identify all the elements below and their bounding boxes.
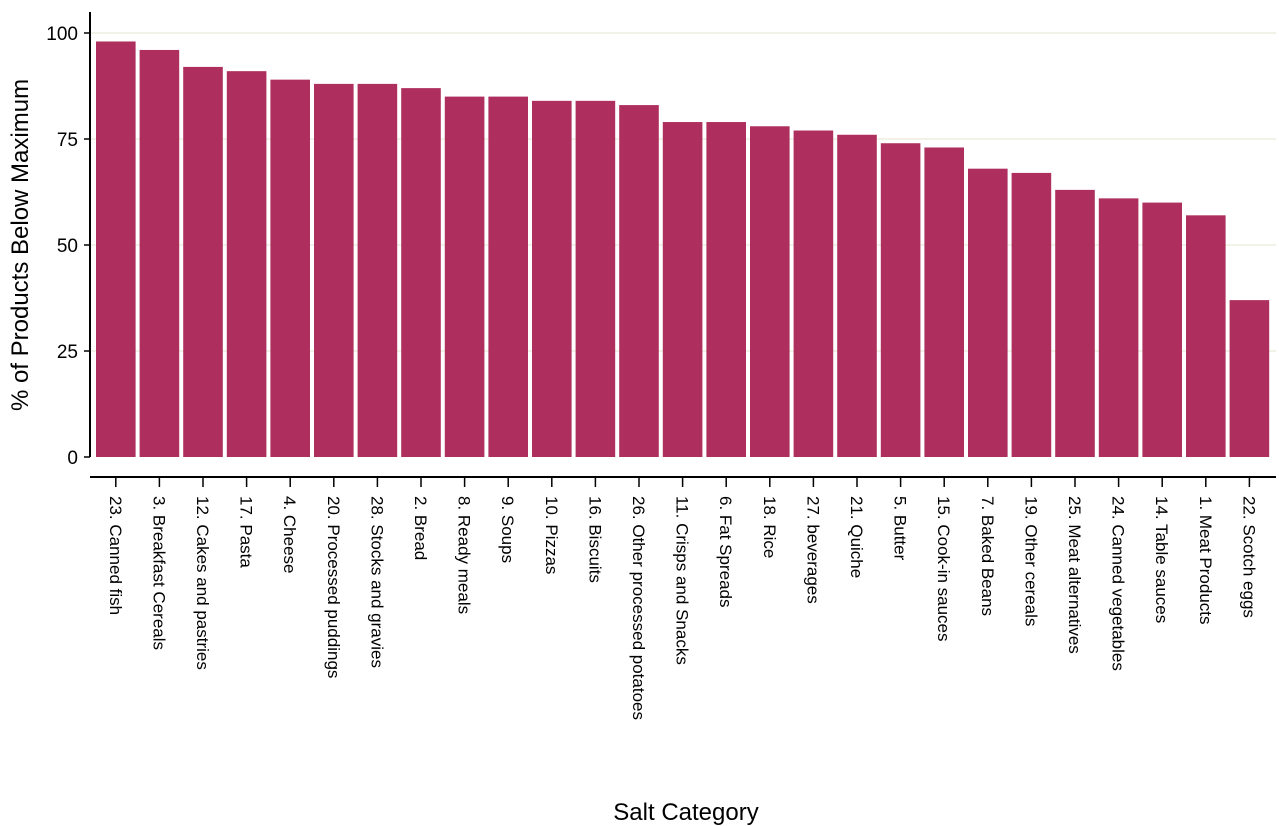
bar	[1098, 198, 1139, 458]
bar	[139, 49, 180, 458]
x-tick-label: 20. Processed puddings	[324, 496, 343, 678]
bar	[793, 130, 834, 457]
x-tick-label: 21. Quiche	[847, 496, 866, 578]
bar	[750, 126, 790, 457]
bar	[226, 71, 267, 457]
bar	[401, 88, 441, 458]
x-tick-label: 7. Baked Beans	[978, 496, 997, 616]
bar	[880, 143, 921, 458]
x-tick-label: 19. Other cereals	[1021, 496, 1040, 626]
y-axis-ticks: 0 25 50 75 100	[46, 24, 90, 469]
y-tick-label: 100	[46, 24, 78, 45]
y-tick-label: 25	[57, 342, 78, 363]
x-tick-label: 17. Pasta	[237, 496, 256, 568]
x-tick-label: 26. Other processed potatoes	[629, 496, 648, 720]
bar	[575, 100, 616, 457]
x-tick-label: 15. Cook-in sauces	[934, 496, 953, 642]
x-tick-label: 10. Pizzas	[542, 496, 561, 574]
x-tick-label: 16. Biscuits	[585, 496, 604, 583]
bar	[444, 96, 485, 457]
y-tick-label: 50	[57, 236, 78, 257]
x-tick-label: 6. Fat Spreads	[716, 496, 735, 608]
x-tick-label: 1. Meat Products	[1196, 496, 1215, 625]
bar	[532, 100, 572, 457]
bar	[1142, 202, 1182, 457]
bar	[488, 96, 528, 457]
x-axis-ticks: 23. Canned fish 3. Breakfast Cereals 12. C…	[106, 477, 1258, 720]
x-tick-label: 22. Scotch eggs	[1239, 496, 1258, 618]
x-tick-label: 25. Meat alternatives	[1065, 496, 1084, 654]
x-tick-label: 4. Cheese	[280, 496, 299, 574]
bar	[270, 79, 310, 457]
x-tick-label: 5. Butter	[891, 496, 910, 561]
bar	[706, 122, 746, 457]
y-tick-label: 0	[67, 448, 78, 469]
bar	[1055, 189, 1095, 457]
x-tick-label: 28. Stocks and gravies	[367, 496, 386, 668]
bar	[968, 168, 1008, 457]
x-tick-label: 9. Soups	[498, 496, 517, 563]
bar	[314, 83, 354, 457]
x-tick-label: 24. Canned vegetables	[1109, 496, 1128, 671]
x-tick-label: 14. Table sauces	[1152, 496, 1171, 623]
bar	[1011, 172, 1052, 458]
bar	[619, 105, 659, 457]
x-tick-label: 18. Rice	[760, 496, 779, 558]
bar	[96, 41, 136, 457]
bar	[1186, 215, 1226, 457]
x-tick-label: 2. Bread	[411, 496, 430, 560]
bar	[924, 147, 964, 458]
y-tick-label: 75	[57, 130, 78, 151]
bar	[357, 83, 398, 457]
bars	[96, 41, 1270, 458]
bar	[837, 134, 877, 457]
x-tick-label: 23. Canned fish	[106, 496, 125, 615]
x-tick-label: 12. Cakes and pastries	[193, 496, 212, 670]
x-tick-label: 11. Crisps and Snacks	[673, 496, 692, 665]
x-tick-label: 3. Breakfast Cereals	[149, 496, 168, 650]
x-axis-title: Salt Category	[613, 799, 758, 826]
x-tick-label: 27. beverages	[803, 496, 822, 604]
bar	[662, 122, 703, 457]
bar	[1229, 300, 1270, 457]
bar	[183, 66, 223, 458]
x-tick-label: 8. Ready meals	[455, 496, 474, 614]
y-axis-title: % of Products Below Maximum	[7, 79, 34, 411]
